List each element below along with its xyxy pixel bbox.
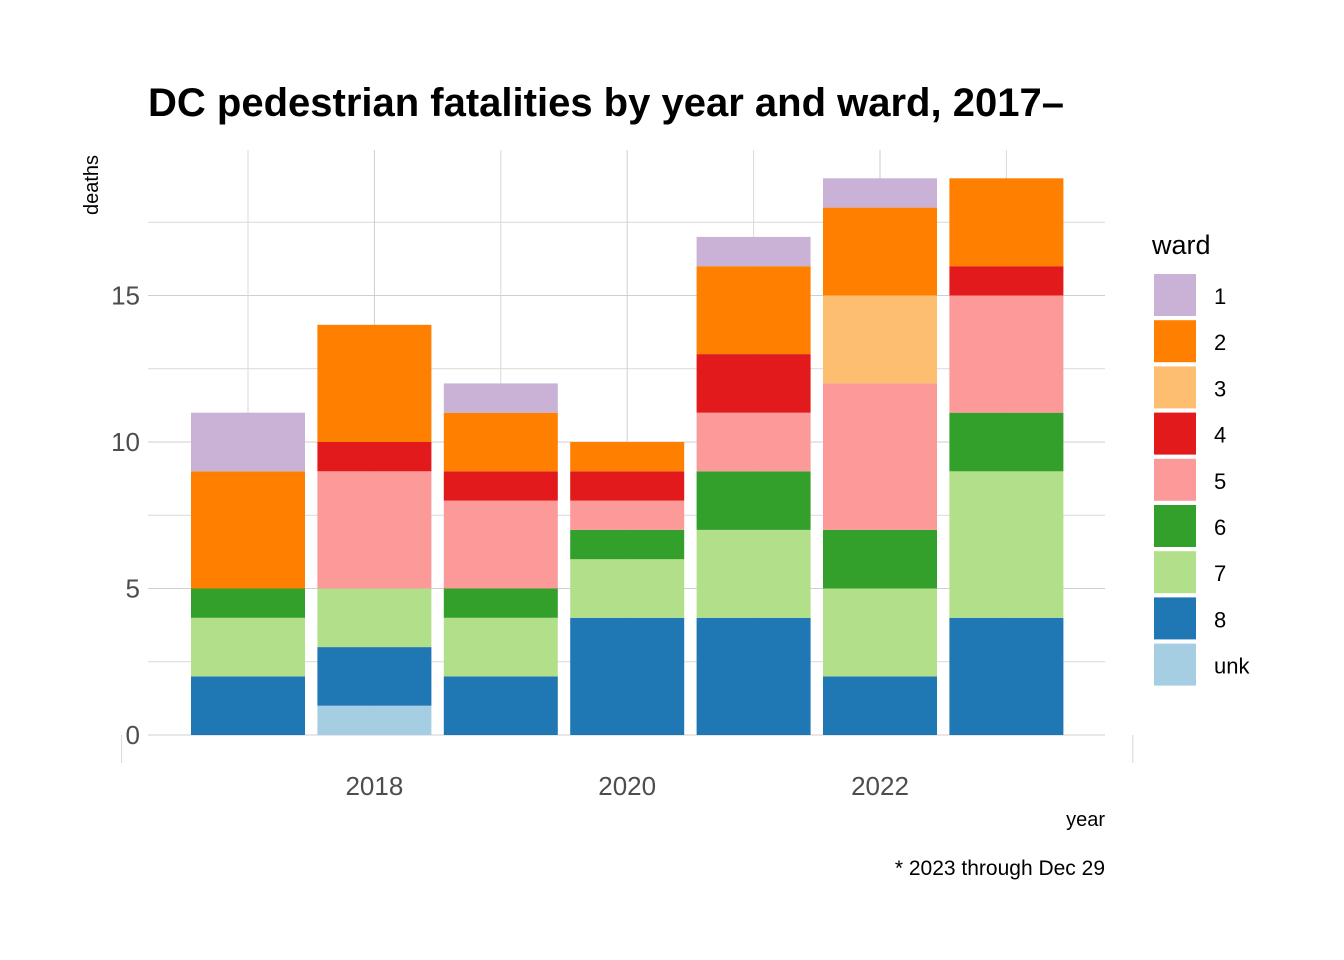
bar-segment <box>191 617 305 677</box>
legend-label: 2 <box>1214 330 1226 355</box>
bar-segment <box>823 676 937 735</box>
bar-segment <box>191 588 305 618</box>
bar-segment <box>949 178 1064 267</box>
bar-segment <box>570 442 685 472</box>
legend-label: 3 <box>1214 376 1226 401</box>
x-tick-label: 2020 <box>598 771 656 801</box>
legend-label: 4 <box>1214 423 1226 448</box>
bar-segment <box>191 676 305 735</box>
y-tick-label: 10 <box>111 427 140 457</box>
y-axis-ticks: 0 5 10 15 <box>111 281 140 751</box>
legend-label: 5 <box>1214 469 1226 494</box>
bar-segment <box>696 617 811 735</box>
bar-segment <box>823 178 937 208</box>
bar-segment <box>317 442 432 472</box>
bar-segment <box>570 500 685 530</box>
bar-segment <box>191 412 305 472</box>
bar-segment <box>696 354 811 413</box>
bar-segment <box>443 588 558 618</box>
y-axis-title: deaths <box>81 155 103 215</box>
legend-key <box>1154 643 1196 686</box>
bar-segment <box>949 412 1064 472</box>
bar-segment <box>823 383 937 530</box>
bar-segment <box>317 705 432 735</box>
bar-segment <box>570 617 685 735</box>
bar-segment <box>949 471 1064 618</box>
legend-label: 1 <box>1214 284 1226 309</box>
bars <box>191 178 1064 735</box>
bar-segment <box>570 471 685 501</box>
bar-segment <box>823 588 937 677</box>
legend-key <box>1154 274 1196 316</box>
legend-key <box>1154 320 1196 363</box>
bar-segment <box>317 324 432 442</box>
legend-label: unk <box>1214 654 1250 679</box>
bar-segment <box>823 207 937 296</box>
bar-segment <box>443 617 558 677</box>
x-axis-title: year <box>1066 809 1105 831</box>
bar-segment <box>949 266 1064 296</box>
x-axis-ticks: 2018 2020 2022 <box>345 771 908 801</box>
bar-segment <box>696 471 811 530</box>
y-tick-label: 0 <box>126 720 140 750</box>
bar-segment <box>696 412 811 472</box>
bar-segment <box>949 295 1064 413</box>
bar-segment <box>317 588 432 648</box>
legend-key <box>1154 597 1196 640</box>
bar-segment <box>696 266 811 355</box>
bar-segment <box>317 647 432 706</box>
bar-segment <box>443 676 558 735</box>
legend-key <box>1154 458 1196 501</box>
legend-label: 8 <box>1214 607 1226 632</box>
bar-segment <box>443 412 558 472</box>
bar-segment <box>696 529 811 618</box>
bar-segment <box>317 471 432 589</box>
bar-segment <box>570 559 685 618</box>
bar-segment <box>696 236 811 267</box>
legend-label: 7 <box>1214 561 1226 586</box>
x-tick-label: 2022 <box>851 771 909 801</box>
legend-key <box>1154 412 1196 455</box>
bar-segment <box>823 529 937 589</box>
bar-segment <box>191 471 305 589</box>
legend-key <box>1154 551 1196 594</box>
legend-key <box>1154 505 1196 547</box>
legend-key <box>1154 366 1196 409</box>
x-tick-label: 2018 <box>345 771 403 801</box>
bar-segment <box>443 500 558 589</box>
legend-title: ward <box>1151 230 1211 260</box>
y-tick-label: 15 <box>111 281 140 311</box>
y-tick-label: 5 <box>126 574 140 604</box>
bar-segment <box>443 383 558 413</box>
chart-title: DC pedestrian fatalities by year and war… <box>148 81 1064 125</box>
legend-label: 6 <box>1214 515 1226 540</box>
legend: ward 1 2 3 4 5 6 7 8 unk <box>1151 230 1250 686</box>
caption: * 2023 through Dec 29 <box>895 857 1105 880</box>
bar-segment <box>570 529 685 560</box>
bar-segment <box>443 471 558 501</box>
bar-segment <box>823 295 937 384</box>
bar-segment <box>949 617 1064 735</box>
